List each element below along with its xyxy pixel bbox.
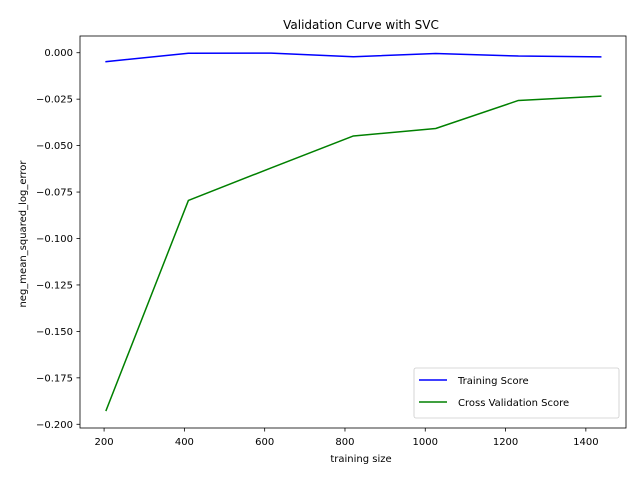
x-tick-label: 800 xyxy=(335,437,354,448)
x-tick-label: 600 xyxy=(255,437,274,448)
legend-label-2: Cross Validation Score xyxy=(458,398,569,409)
series-line-2 xyxy=(105,95,602,412)
x-tick-label: 1000 xyxy=(413,437,438,448)
y-tick-label: −0.200 xyxy=(36,420,73,431)
y-tick-label: −0.075 xyxy=(36,188,73,199)
y-tick-label: −0.150 xyxy=(36,327,73,338)
y-tick-label: −0.100 xyxy=(36,234,73,245)
y-tick-label: −0.125 xyxy=(36,280,73,291)
series-line-1 xyxy=(105,52,602,63)
legend-label-1: Training Score xyxy=(457,376,529,387)
y-tick-label: −0.050 xyxy=(36,141,73,152)
x-tick-label: 1400 xyxy=(573,437,598,448)
plot-area: 200 400 600 800 1000 1200 1400 0.000 −0.025 −0.05… xyxy=(36,35,627,448)
x-tick-label: 400 xyxy=(175,437,194,448)
y-tick-label: −0.175 xyxy=(36,373,73,384)
x-tick-label: 200 xyxy=(95,437,114,448)
y-tick-label: −0.025 xyxy=(36,95,73,106)
x-axis-label: training size xyxy=(330,454,391,465)
axes-frame xyxy=(79,35,627,429)
chart-title: Validation Curve with SVC xyxy=(283,18,439,32)
legend-box xyxy=(413,367,620,419)
legend: Training Score Cross Validation Score xyxy=(413,367,620,419)
y-axis-label: neg_mean_squared_log_error xyxy=(18,160,29,308)
y-tick-label: 0.000 xyxy=(44,48,73,59)
x-tick-label: 1200 xyxy=(493,437,518,448)
